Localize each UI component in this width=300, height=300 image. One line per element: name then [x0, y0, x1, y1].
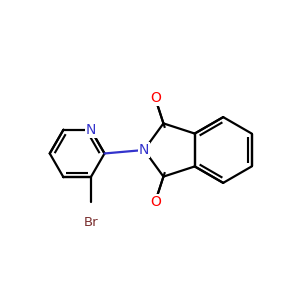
Text: N: N: [85, 123, 96, 137]
Text: O: O: [150, 91, 161, 105]
Text: N: N: [139, 143, 149, 157]
Text: O: O: [150, 195, 161, 209]
Text: Br: Br: [83, 216, 98, 229]
